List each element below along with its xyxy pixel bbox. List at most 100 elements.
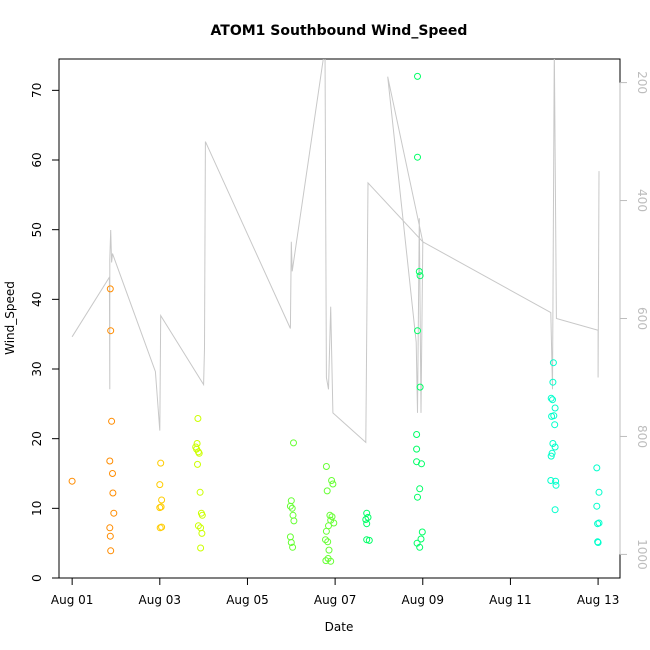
- y-tick-label: 60: [30, 152, 44, 167]
- y-tick-label: 50: [30, 222, 44, 237]
- data-point: [108, 417, 116, 425]
- data-point: [594, 539, 602, 546]
- y-tick-label: 40: [30, 292, 44, 307]
- data-point: [328, 477, 336, 484]
- data-point: [416, 485, 424, 493]
- data-point: [328, 513, 336, 521]
- data-point: [549, 359, 557, 367]
- x-tick-label: Aug 11: [489, 593, 532, 607]
- data-point: [551, 506, 559, 514]
- data-point: [548, 412, 556, 420]
- data-point: [107, 327, 115, 335]
- data-point: [290, 439, 297, 447]
- data-point: [549, 396, 556, 404]
- data-point: [109, 489, 117, 497]
- data-point: [414, 153, 421, 161]
- data-point: [289, 543, 297, 551]
- chart-title: ATOM1 Southbound Wind_Speed: [211, 23, 468, 39]
- x-tick-label: Aug 13: [577, 593, 620, 607]
- data-point: [323, 487, 331, 495]
- data-point: [157, 459, 165, 467]
- data-point: [157, 503, 165, 511]
- data-point: [106, 285, 114, 293]
- data-point: [416, 272, 424, 280]
- data-point: [198, 529, 206, 537]
- data-point: [194, 522, 202, 530]
- y-tick-label: 20: [30, 431, 44, 446]
- data-point: [413, 431, 421, 438]
- data-point: [552, 477, 560, 485]
- data-points-layer: [68, 72, 603, 565]
- data-point: [416, 383, 424, 391]
- data-point: [415, 268, 423, 275]
- data-point: [109, 470, 116, 477]
- data-point: [197, 544, 205, 552]
- data-point: [158, 496, 166, 504]
- data-point: [196, 488, 204, 496]
- right-tick-label: 400: [635, 189, 649, 212]
- data-point: [413, 445, 421, 453]
- right-tick-label: 600: [635, 307, 649, 330]
- data-point: [552, 481, 560, 489]
- right-axis: 200 400 600 800 1000: [619, 71, 649, 570]
- secondary-series-layer: [71, 59, 600, 444]
- data-point: [68, 477, 76, 485]
- data-point: [198, 511, 206, 519]
- data-point: [551, 404, 559, 412]
- data-point: [322, 527, 330, 535]
- y-tick-label: 10: [30, 501, 44, 516]
- data-point: [322, 463, 330, 470]
- data-point: [287, 539, 295, 546]
- data-point: [593, 464, 601, 472]
- data-point: [549, 378, 557, 386]
- data-point: [547, 394, 555, 402]
- right-tick-label: 1000: [635, 539, 649, 570]
- data-point: [330, 519, 338, 527]
- data-point: [418, 528, 426, 536]
- y-tick-label: 0: [30, 574, 44, 582]
- data-point: [290, 517, 298, 525]
- data-point: [593, 502, 601, 510]
- data-point: [418, 460, 425, 468]
- data-point: [547, 452, 555, 460]
- data-point: [329, 480, 337, 488]
- data-point: [414, 327, 421, 335]
- x-axis: Aug 01 Aug 03 Aug 05 Aug 07 Aug 09 Aug 11 Aug …: [51, 577, 620, 607]
- x-tick-label: Aug 09: [402, 593, 445, 607]
- data-point: [193, 440, 201, 447]
- data-point: [551, 443, 559, 451]
- x-tick-label: Aug 01: [51, 593, 94, 607]
- data-point: [107, 547, 115, 555]
- data-point: [595, 519, 603, 527]
- x-tick-label: Aug 05: [226, 593, 269, 607]
- secondary-series-line: [71, 59, 600, 444]
- plot-frame: [58, 58, 621, 579]
- data-point: [549, 440, 557, 447]
- data-point: [324, 555, 332, 562]
- right-tick-label: 800: [635, 425, 649, 448]
- data-point: [287, 497, 295, 505]
- data-point: [286, 502, 294, 510]
- data-point: [414, 493, 421, 501]
- data-point: [288, 504, 296, 512]
- data-point: [365, 536, 373, 544]
- x-axis-label: Date: [325, 620, 354, 634]
- data-point: [595, 488, 603, 496]
- right-tick-label: 200: [635, 71, 649, 94]
- data-point: [417, 535, 425, 543]
- data-point: [286, 533, 294, 541]
- data-point: [551, 421, 559, 429]
- data-point: [548, 449, 556, 457]
- data-point: [363, 509, 371, 517]
- data-point: [322, 536, 329, 544]
- data-point: [193, 445, 201, 453]
- data-point: [362, 516, 370, 523]
- y-axis: 0 10 20 30 40 50 60 70: [30, 83, 60, 582]
- data-point: [289, 511, 297, 519]
- data-point: [547, 477, 555, 484]
- data-point: [110, 509, 118, 517]
- y-axis-label: Wind_Speed: [3, 281, 17, 355]
- data-point: [416, 543, 424, 551]
- data-point: [156, 481, 164, 489]
- x-tick-label: Aug 07: [314, 593, 357, 607]
